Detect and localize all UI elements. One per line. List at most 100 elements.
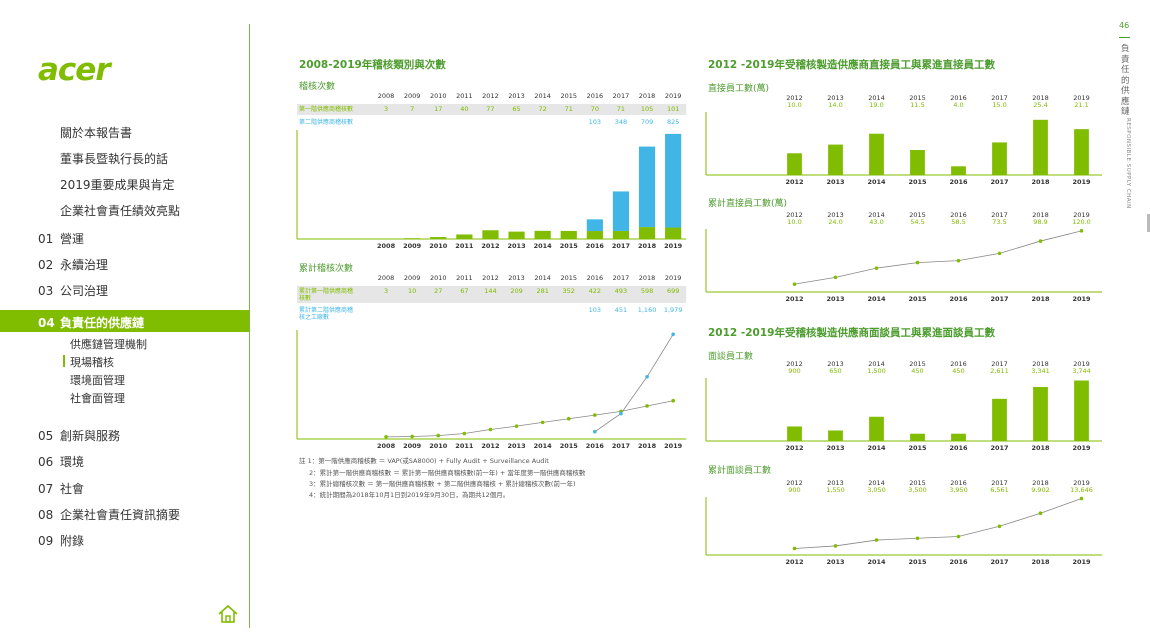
header-year-label: 2018 — [1032, 211, 1049, 219]
x-tick-label: 2015 — [908, 295, 927, 303]
data-label: 450 — [952, 367, 964, 375]
sub-item-environmental-management[interactable]: 環境面管理 — [70, 374, 125, 387]
data-label: 450 — [911, 367, 923, 375]
x-tick-label: 2011 — [455, 442, 474, 450]
nav-item-corporate-governance[interactable]: 03 公司治理 — [38, 282, 108, 299]
header-year-label: 2018 — [1032, 479, 1049, 487]
note-1: 註 1：第一階供應商稽核數 ＝ VAP(或SA8000) + Fully Aud… — [299, 457, 549, 465]
sidebar-divider — [249, 24, 250, 628]
data-label: 3,950 — [949, 486, 968, 494]
legend-series-name: 第一階供應商稽核數 — [299, 105, 353, 113]
bar — [992, 142, 1007, 175]
bar — [910, 433, 925, 441]
nav-item-responsible-supply-chain[interactable]: 04 負責任的供應鏈 — [38, 314, 144, 331]
header-year-label: 2014 — [868, 479, 885, 487]
page-section-english: RESPONSIBLE SUPPLY CHAIN — [1125, 118, 1131, 209]
x-tick-label: 2013 — [826, 178, 844, 186]
nav-item-environment[interactable]: 06 環境 — [38, 453, 84, 470]
page-number-rule — [1119, 37, 1130, 38]
header-year-label: 2008 — [378, 92, 395, 100]
acer-logo[interactable]: acer — [38, 52, 111, 88]
data-label: 11.5 — [910, 101, 924, 109]
data-label: 422 — [589, 287, 601, 295]
header-year-label: 2010 — [430, 274, 447, 282]
header-year-label: 2017 — [991, 360, 1008, 368]
nav-number: 06 — [38, 455, 54, 469]
header-year-label: 2008 — [378, 274, 395, 282]
data-label: 17 — [434, 105, 442, 113]
data-label: 58.5 — [951, 218, 965, 226]
bar-tier2 — [665, 133, 682, 228]
data-label: 2,611 — [990, 367, 1009, 375]
nav-number: 07 — [38, 482, 54, 496]
scrollbar-thumb[interactable] — [1147, 214, 1150, 232]
nav-item-sustainability-governance[interactable]: 02 永續治理 — [38, 256, 108, 273]
header-year-label: 2012 — [786, 94, 803, 102]
series-point — [566, 416, 571, 421]
header-year-label: 2018 — [1032, 360, 1049, 368]
interviewed-workers-chart-title: 2012 -2019年受稽核製造供應商面談員工與累進面談員工數 — [708, 327, 995, 339]
nav-number: 03 — [38, 284, 54, 298]
nav-number: 08 — [38, 508, 54, 522]
header-year-label: 2013 — [827, 94, 844, 102]
nav-item-chairman-message[interactable]: 董事長暨執行長的話 — [60, 152, 169, 166]
nav-item-operations[interactable]: 01 營運 — [38, 230, 84, 247]
header-year-label: 2016 — [950, 360, 967, 368]
nav-item-about-report[interactable]: 關於本報告書 — [60, 126, 133, 140]
sub-item-onsite-audit[interactable]: 現場稽核 — [63, 355, 114, 369]
x-tick-label: 2013 — [826, 444, 844, 452]
x-tick-label: 2012 — [785, 295, 803, 303]
nav-item-innovation[interactable]: 05 創新與服務 — [38, 427, 120, 444]
nav-item-csr-highlights[interactable]: 企業社會責任績效亮點 — [60, 204, 181, 218]
direct-workers-subtitle: 直接員工數(萬) — [708, 84, 770, 94]
bar — [1074, 129, 1089, 175]
x-tick-label: 2018 — [638, 442, 657, 450]
header-year-label: 2019 — [1073, 211, 1090, 219]
nav-item-society[interactable]: 07 社會 — [38, 480, 84, 497]
header-year-label: 2016 — [950, 211, 967, 219]
header-year-label: 2013 — [508, 274, 525, 282]
bar-tier1 — [586, 231, 603, 239]
data-label: 72 — [539, 105, 547, 113]
x-tick-label: 2018 — [1031, 178, 1050, 186]
data-label: 103 — [589, 306, 601, 314]
header-year-label: 2014 — [868, 94, 885, 102]
bar-tier1 — [665, 227, 682, 239]
bar-tier2 — [586, 219, 603, 232]
x-tick-label: 2016 — [949, 558, 968, 566]
sub-item-social-management[interactable]: 社會面管理 — [70, 392, 125, 405]
data-label: 352 — [563, 287, 575, 295]
data-label: 25.4 — [1033, 101, 1047, 109]
bar-tier1 — [430, 237, 447, 239]
nav-item-csr-summary[interactable]: 08 企業社會責任資訊摘要 — [38, 506, 180, 523]
data-label: 209 — [510, 287, 522, 295]
nav-item-active-background[interactable] — [0, 310, 249, 332]
data-label: 120.0 — [1072, 218, 1091, 226]
bar-tier1 — [482, 230, 499, 239]
nav-label: 創新與服務 — [60, 429, 121, 443]
data-label: 10 — [408, 287, 416, 295]
x-tick-label: 2014 — [534, 242, 553, 250]
header-year-label: 2016 — [950, 94, 967, 102]
bar — [1033, 387, 1048, 441]
data-label: 900 — [788, 367, 800, 375]
bar — [910, 150, 925, 175]
x-tick-label: 2018 — [1031, 558, 1050, 566]
series-point — [1038, 239, 1043, 243]
nav-item-2019-achievements[interactable]: 2019重要成果與肯定 — [60, 178, 175, 192]
x-tick-label: 2013 — [508, 242, 526, 250]
x-tick-label: 2012 — [785, 178, 803, 186]
x-tick-label: 2015 — [908, 558, 927, 566]
series-point — [792, 282, 797, 286]
x-tick-label: 2014 — [867, 295, 886, 303]
sub-item-supply-chain-mechanism[interactable]: 供應鏈管理機制 — [70, 338, 147, 351]
data-label: 144 — [484, 287, 496, 295]
nav-item-appendix[interactable]: 09 附錄 — [38, 532, 84, 549]
data-label: 65 — [512, 105, 520, 113]
x-tick-label: 2019 — [1072, 444, 1091, 452]
data-label: 3,341 — [1031, 367, 1050, 375]
data-label: 14.0 — [828, 101, 842, 109]
home-icon[interactable] — [217, 603, 239, 625]
x-tick-label: 2012 — [785, 558, 803, 566]
series-line — [794, 230, 1082, 285]
